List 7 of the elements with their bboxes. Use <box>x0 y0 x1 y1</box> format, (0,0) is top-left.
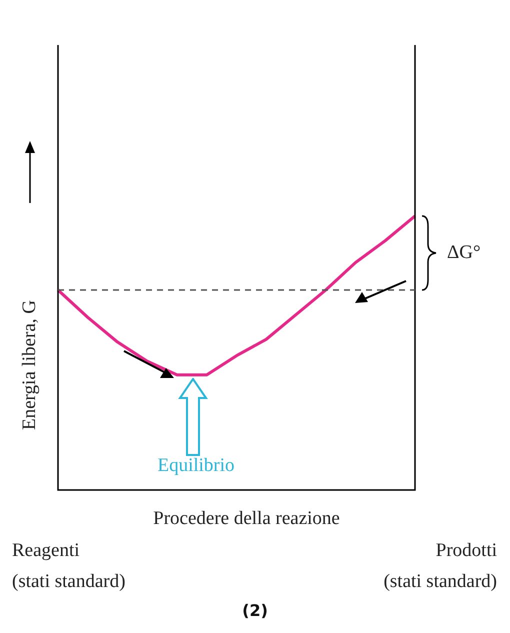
text: Prodotti (stati standard) <box>384 540 497 592</box>
text: (2) <box>242 601 268 620</box>
text: Reagenti (stati standard) <box>12 540 126 592</box>
text: ΔG° <box>447 242 481 263</box>
annotation: Equilibrio <box>157 454 235 476</box>
x-axis-title: Procedere della reazione <box>153 508 340 529</box>
y-axis-title: Energia libera, G <box>18 300 40 430</box>
